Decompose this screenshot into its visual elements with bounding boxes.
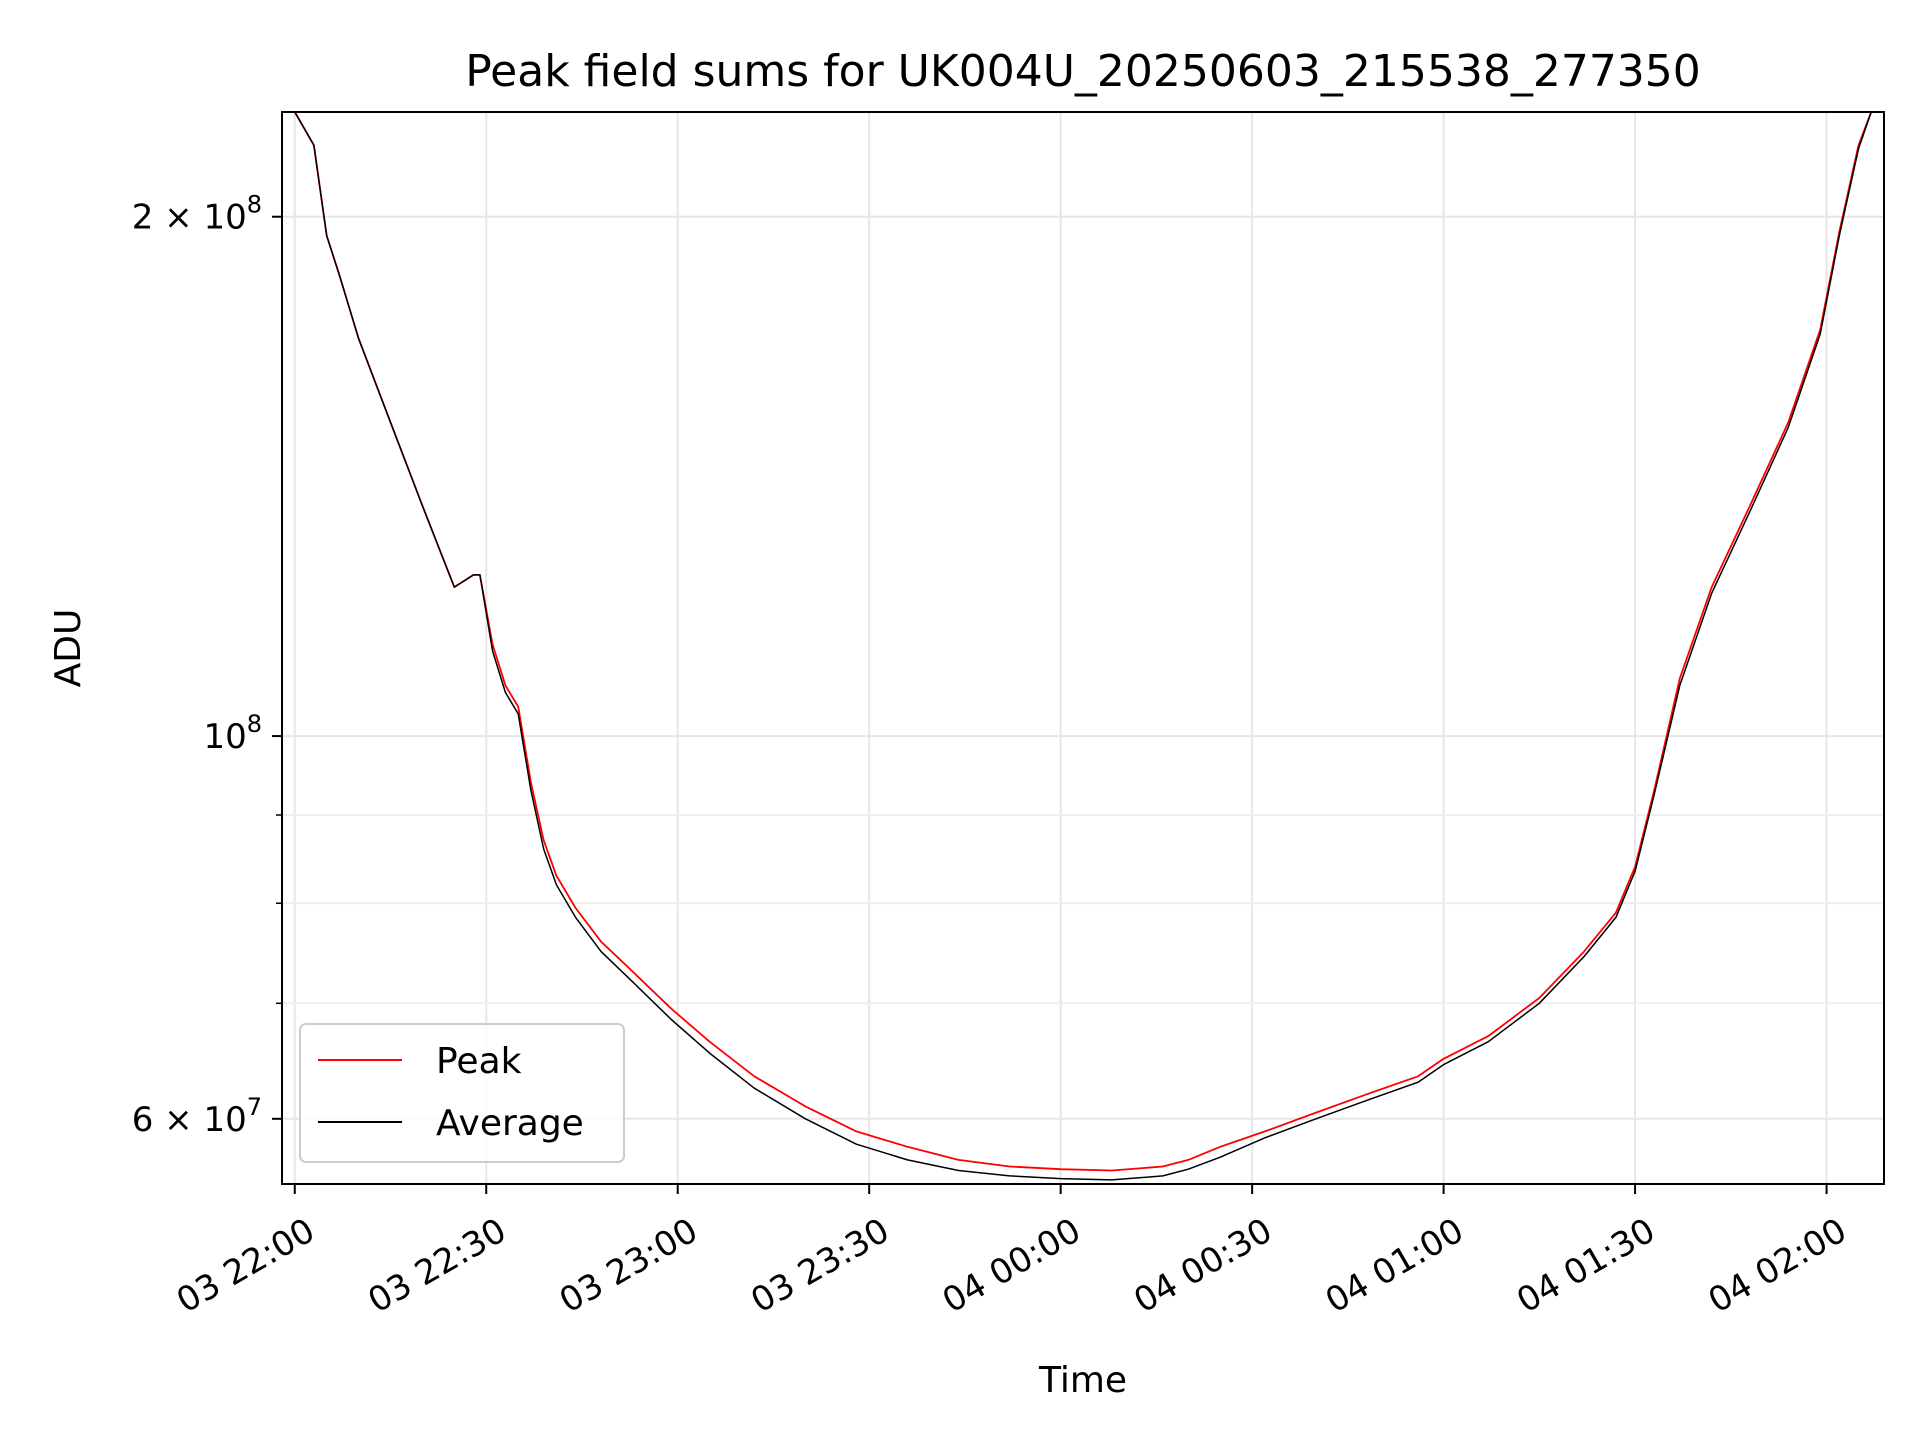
legend-label-average: Average [436, 1103, 584, 1144]
series-layer [282, 111, 1884, 1181]
y-tick-label: 6 × 107 [132, 1093, 262, 1140]
legend-label-peak: Peak [436, 1041, 522, 1082]
plot-frame [281, 111, 1885, 1185]
grid-layer [282, 112, 1884, 1184]
x-axis-label: Time [1038, 1360, 1127, 1401]
series-line-average [282, 111, 1884, 1181]
y-axis: 6 × 107 108 2 × 108 [132, 191, 282, 1140]
y-tick-label: 2 × 108 [132, 191, 262, 238]
chart-title: Peak field sums for UK004U_20250603_2155… [465, 46, 1701, 97]
y-tick-label: 108 [203, 710, 262, 757]
legend-box [299, 1023, 625, 1163]
y-axis-label: ADU [48, 609, 89, 688]
legend: Peak Average [299, 1023, 625, 1163]
